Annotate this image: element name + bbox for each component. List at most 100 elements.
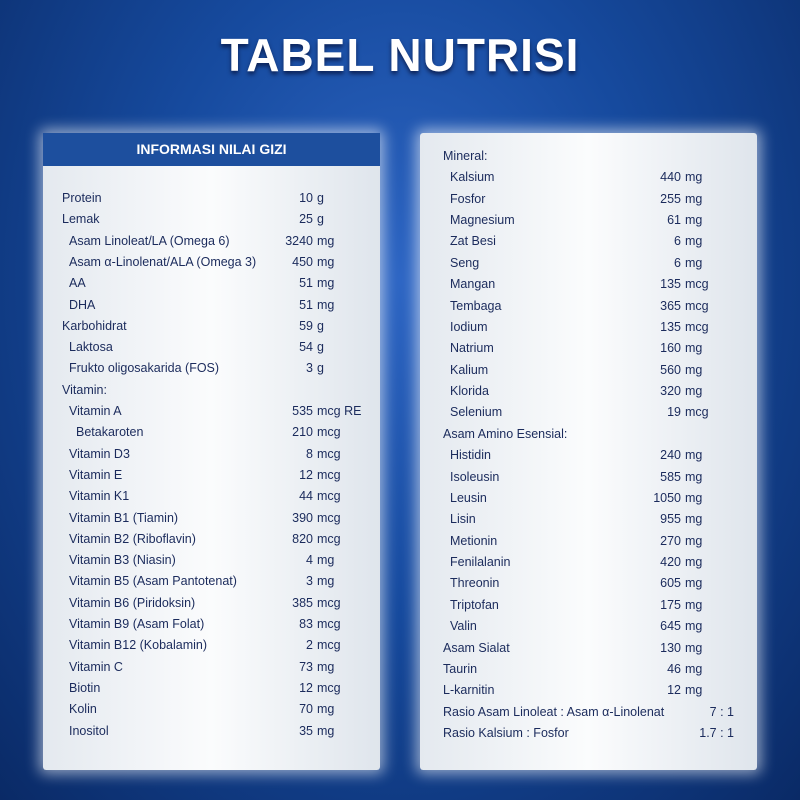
row-amount: 51 [299,297,313,312]
right-panel: Mineral: Kalsium 440 mg Fosfor 255 mg Magnesium… [420,133,757,770]
row-unit: mg [317,702,335,717]
row-name: Vitamin B1 (Tiamin) [69,510,179,525]
row-amount: 365 [660,298,681,313]
row-name: Histidin [450,448,491,463]
row-unit: mg [685,597,703,612]
row-amount: 19 [667,405,681,420]
row-unit: mcg [685,319,709,334]
row-unit: mg [317,254,335,269]
row-name: Magnesium [450,213,515,228]
row-unit: mg [685,555,703,570]
row-name: Protein [62,191,102,205]
row-name: Threonin [450,576,500,591]
row-unit: mg [317,659,335,674]
row-unit: mg [685,255,703,270]
row-amount: 240 [660,448,681,463]
row-name: Klorida [450,384,489,399]
row-name: Vitamin B2 (Riboflavin) [69,531,196,546]
row-name: Taurin [443,661,478,676]
row-unit: mcg [685,298,709,313]
row-unit: mg [317,276,335,291]
row-unit: mg [317,233,335,248]
row-name: Frukto oligosakarida (FOS) [69,361,220,376]
row-name: Vitamin E [69,467,123,482]
row-unit: mcg [685,405,709,420]
row-amount: 6 [674,255,681,270]
row-amount: 25 [299,212,313,227]
row-name: Selenium [450,405,503,420]
row-unit: mg [317,553,335,568]
row-name: Betakaroten [76,425,144,440]
row-name: Vitamin A [69,404,122,418]
row-name: Lemak [62,212,100,227]
row-unit: mg [685,341,703,356]
row-amount: 10 [299,191,313,205]
row-name: Mineral: [443,149,488,163]
row-amount: 390 [292,510,313,525]
row-unit: mg [685,191,703,206]
row-name: Vitamin: [62,382,107,397]
row-amount: 1.7 : 1 [699,725,734,740]
row-name: Seng [450,255,480,270]
row-amount: 3 [306,361,313,376]
row-amount: 175 [660,597,681,612]
row-unit: mg [685,170,703,185]
row-unit: mcg [317,467,341,482]
row-amount: 645 [660,619,681,634]
row-unit: mg [685,469,703,484]
row-unit: mg [685,683,703,698]
row-name: Natrium [450,341,494,356]
row-name: Kolin [69,702,97,717]
row-amount: 135 [660,277,681,292]
row-name: Biotin [69,680,101,695]
row-unit: mcg [317,638,341,653]
row-amount: 130 [660,640,681,655]
row-unit: mcg [317,446,341,461]
row-unit: mcg [317,510,341,525]
row-unit: g [317,191,324,205]
row-unit: mg [317,297,335,312]
row-unit: mg [685,448,703,463]
row-amount: 605 [660,576,681,591]
row-amount: 7 : 1 [709,704,734,719]
row-name: Rasio Kalsium : Fosfor [443,725,569,740]
row-name: Asam Amino Esensial: [443,426,568,441]
row-name: Metionin [450,533,498,548]
row-amount: 270 [660,533,681,548]
row-unit: mg [685,576,703,591]
row-name: Lisin [450,512,476,527]
row-unit: mg [685,234,703,249]
row-amount: 535 [292,404,313,418]
row-name: Vitamin B3 (Niasin) [69,553,176,568]
panel-header: INFORMASI NILAI GIZI [43,133,380,166]
row-amount: 210 [292,425,313,440]
row-unit: mcg RE [317,404,362,418]
row-name: Rasio Asam Linoleat : Asam α-Linolenat [443,704,665,719]
row-amount: 35 [299,723,313,738]
row-amount: 585 [660,469,681,484]
row-name: Mangan [450,277,496,292]
row-amount: 1050 [653,490,681,505]
row-amount: 44 [299,489,313,504]
row-unit: mg [685,533,703,548]
row-unit: g [317,318,324,333]
row-amount: 2 [306,638,313,653]
row-amount: 73 [299,659,313,674]
row-name: Asam Sialat [443,640,510,655]
row-unit: mg [685,512,703,527]
row-amount: 8 [306,446,313,461]
row-amount: 440 [660,170,681,185]
row-amount: 3 [306,574,313,589]
row-amount: 385 [292,595,313,610]
row-amount: 255 [660,191,681,206]
row-unit: mg [685,362,703,377]
row-amount: 3240 [285,233,313,248]
row-name: Karbohidrat [62,318,127,333]
left-panel: INFORMASI NILAI GIZI Protein 10 g Lemak 25 g A… [43,133,380,770]
row-name: Laktosa [69,340,113,355]
row-name: Triptofan [450,597,499,612]
row-unit: g [317,212,324,227]
row-amount: 450 [292,254,313,269]
row-unit: g [317,361,324,376]
